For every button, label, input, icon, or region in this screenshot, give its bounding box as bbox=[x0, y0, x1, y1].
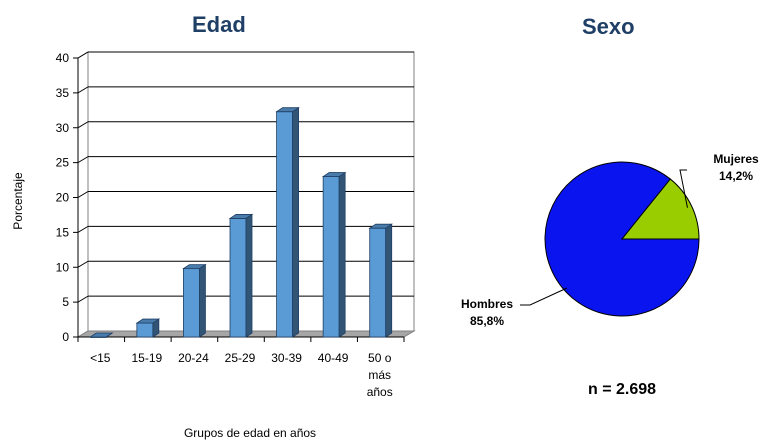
edad-gridline-side bbox=[77, 51, 89, 59]
edad-x-tick-label: 30-39 bbox=[271, 351, 302, 365]
edad-gridline-side bbox=[77, 121, 89, 129]
edad-gridline-side bbox=[77, 86, 89, 94]
edad-gridline-side bbox=[77, 156, 89, 164]
edad-bar-top bbox=[88, 332, 114, 338]
edad-gridline-side bbox=[77, 225, 89, 233]
edad-gridline-side bbox=[77, 260, 89, 268]
edad-y-tick-label: 15 bbox=[56, 225, 70, 239]
mujeres-label: Mujeres bbox=[713, 152, 759, 166]
edad-bar-top bbox=[321, 172, 347, 177]
edad-y-tick-label: 5 bbox=[62, 295, 69, 309]
edad-bar-top bbox=[182, 264, 207, 270]
sample-size-label: n = 2.698 bbox=[588, 381, 657, 398]
edad-bar-side bbox=[338, 171, 346, 338]
pie-slice-mujeres bbox=[620, 178, 700, 240]
edad-bar-top bbox=[228, 214, 254, 219]
edad-x-tick-label: 25-29 bbox=[225, 351, 256, 365]
edad-bar bbox=[322, 176, 340, 338]
edad-bar bbox=[229, 218, 247, 338]
edad-x-axis-label: Grupos de edad en años bbox=[183, 426, 317, 440]
edad-y-tick-label: 40 bbox=[56, 51, 70, 65]
edad-y-tick-label: 0 bbox=[62, 330, 69, 344]
edad-bar-side bbox=[199, 263, 206, 338]
edad-y-tick-label: 30 bbox=[56, 121, 70, 135]
edad-y-tick-label: 10 bbox=[56, 260, 70, 274]
hombres-value-label: 85,8% bbox=[470, 314, 504, 328]
edad-x-tick-label: 50 o bbox=[368, 351, 392, 365]
edad-bar-side bbox=[385, 223, 393, 338]
mujeres-leader-line bbox=[679, 169, 688, 208]
edad-x-tick-label: 15-19 bbox=[132, 351, 163, 365]
edad-x-tick-label: más bbox=[368, 368, 391, 382]
edad-x-tick-label: años bbox=[367, 385, 393, 399]
hombres-leader-line bbox=[520, 287, 568, 306]
edad-bar-side bbox=[245, 213, 253, 338]
edad-x-tick-label: 20-24 bbox=[178, 351, 209, 365]
edad-y-tick-label: 20 bbox=[56, 191, 70, 205]
edad-bar bbox=[183, 268, 200, 338]
edad-x-tick-label: 40-49 bbox=[318, 351, 349, 365]
edad-x-tick-label: <15 bbox=[90, 351, 111, 365]
edad-bar-top bbox=[368, 223, 394, 229]
edad-bar bbox=[136, 322, 154, 338]
sexo-chart-title: Sexo bbox=[582, 14, 635, 39]
edad-gridline-side bbox=[77, 191, 89, 198]
hombres-label: Hombres bbox=[461, 297, 513, 311]
edad-bar-top bbox=[275, 107, 300, 113]
edad-bar-top bbox=[135, 318, 161, 324]
edad-bar-side bbox=[292, 106, 299, 338]
edad-bar bbox=[276, 111, 293, 338]
edad-y-tick-label: 35 bbox=[56, 86, 70, 100]
mujeres-value-label: 14,2% bbox=[719, 169, 753, 183]
edad-bar bbox=[369, 227, 387, 338]
edad-chart-title: Edad bbox=[192, 12, 246, 37]
edad-y-tick-label: 25 bbox=[56, 156, 70, 170]
edad-gridline-side bbox=[77, 295, 89, 303]
